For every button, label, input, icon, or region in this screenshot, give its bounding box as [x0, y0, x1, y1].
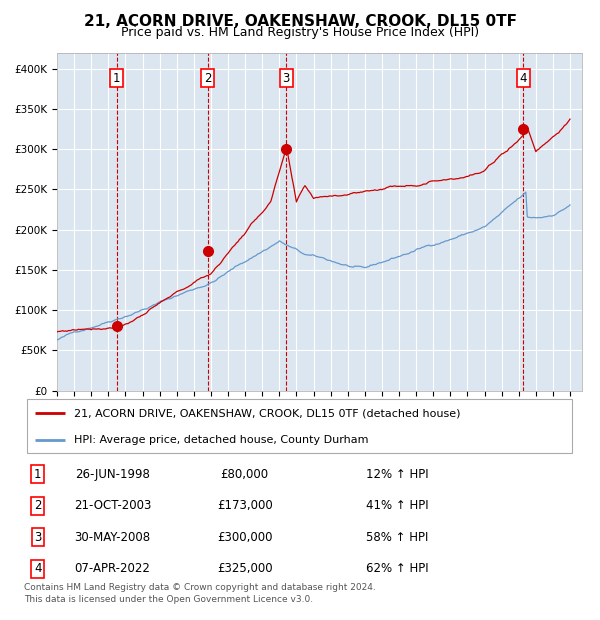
- Text: Price paid vs. HM Land Registry's House Price Index (HPI): Price paid vs. HM Land Registry's House …: [121, 26, 479, 39]
- Text: 12% ↑ HPI: 12% ↑ HPI: [366, 467, 429, 481]
- Text: HPI: Average price, detached house, County Durham: HPI: Average price, detached house, Coun…: [74, 435, 368, 445]
- FancyBboxPatch shape: [27, 399, 572, 453]
- Text: 3: 3: [34, 531, 41, 544]
- Text: £325,000: £325,000: [217, 562, 272, 575]
- Text: Contains HM Land Registry data © Crown copyright and database right 2024.
This d: Contains HM Land Registry data © Crown c…: [24, 583, 376, 604]
- Text: 07-APR-2022: 07-APR-2022: [74, 562, 150, 575]
- Text: 21, ACORN DRIVE, OAKENSHAW, CROOK, DL15 0TF (detached house): 21, ACORN DRIVE, OAKENSHAW, CROOK, DL15 …: [74, 409, 460, 419]
- Text: 58% ↑ HPI: 58% ↑ HPI: [366, 531, 428, 544]
- Text: 3: 3: [283, 71, 290, 84]
- Text: £300,000: £300,000: [217, 531, 272, 544]
- Text: 1: 1: [113, 71, 121, 84]
- Text: 41% ↑ HPI: 41% ↑ HPI: [366, 499, 429, 512]
- Text: 2: 2: [204, 71, 211, 84]
- Text: 4: 4: [520, 71, 527, 84]
- Text: 26-JUN-1998: 26-JUN-1998: [75, 467, 150, 481]
- Text: £80,000: £80,000: [221, 467, 269, 481]
- Text: 62% ↑ HPI: 62% ↑ HPI: [366, 562, 429, 575]
- Text: £173,000: £173,000: [217, 499, 272, 512]
- Text: 21, ACORN DRIVE, OAKENSHAW, CROOK, DL15 0TF: 21, ACORN DRIVE, OAKENSHAW, CROOK, DL15 …: [83, 14, 517, 29]
- Text: 2: 2: [34, 499, 41, 512]
- Text: 30-MAY-2008: 30-MAY-2008: [74, 531, 151, 544]
- Text: 21-OCT-2003: 21-OCT-2003: [74, 499, 151, 512]
- Text: 1: 1: [34, 467, 41, 481]
- Text: 4: 4: [34, 562, 41, 575]
